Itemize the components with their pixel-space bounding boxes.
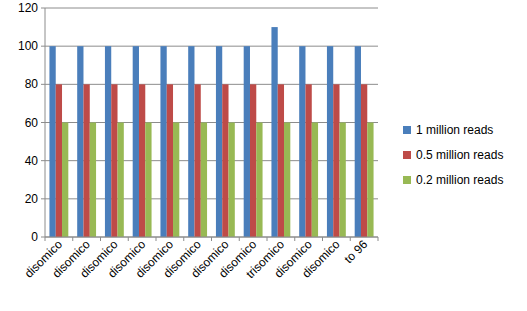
y-tick xyxy=(41,237,45,238)
bar xyxy=(139,84,145,237)
bar xyxy=(77,46,83,237)
bar xyxy=(160,46,166,237)
y-tick-label: 40 xyxy=(25,154,39,168)
bar xyxy=(90,123,96,238)
y-tick xyxy=(41,122,45,123)
bar xyxy=(133,46,139,237)
bar xyxy=(361,84,367,237)
x-tick xyxy=(267,237,268,241)
y-tick-label: 20 xyxy=(25,192,39,206)
bar xyxy=(201,123,207,238)
chart-svg: 020406080100120disomicodisomicodisomicod… xyxy=(0,0,527,311)
y-tick-label: 100 xyxy=(18,39,38,53)
x-tick xyxy=(239,237,240,241)
x-tick xyxy=(322,237,323,241)
bar xyxy=(312,123,318,238)
x-tick xyxy=(45,237,46,241)
x-tick-label: to 96 xyxy=(341,237,370,266)
legend-label: 0.2 million reads xyxy=(416,173,503,187)
bar xyxy=(173,123,179,238)
y-tick xyxy=(41,198,45,199)
x-tick xyxy=(211,237,212,241)
bar xyxy=(222,84,228,237)
bar xyxy=(111,84,117,237)
y-tick-label: 120 xyxy=(18,1,38,15)
chart-root: 020406080100120disomicodisomicodisomicod… xyxy=(0,0,527,311)
grid-line xyxy=(45,8,378,9)
x-tick xyxy=(100,237,101,241)
bar xyxy=(145,123,151,238)
x-tick xyxy=(72,237,73,241)
bar xyxy=(250,84,256,237)
bar xyxy=(299,46,305,237)
bar xyxy=(62,123,68,238)
y-axis xyxy=(45,8,46,237)
bar xyxy=(229,123,235,238)
y-tick xyxy=(41,160,45,161)
bar xyxy=(194,84,200,237)
bar xyxy=(188,46,194,237)
x-tick xyxy=(294,237,295,241)
bar xyxy=(244,46,250,237)
y-tick xyxy=(41,8,45,9)
y-tick-label: 0 xyxy=(31,230,38,244)
bar xyxy=(49,46,55,237)
bar xyxy=(340,123,346,238)
bar xyxy=(271,27,277,237)
y-tick-label: 60 xyxy=(25,116,39,130)
bar xyxy=(256,123,262,238)
bar xyxy=(278,84,284,237)
legend: 1 million reads 0.5 million reads 0.2 mill… xyxy=(403,123,503,187)
bar xyxy=(216,46,222,237)
bar xyxy=(83,84,89,237)
x-tick xyxy=(378,237,379,241)
legend-label: 1 million reads xyxy=(416,123,493,137)
bar xyxy=(284,123,290,238)
bar xyxy=(327,46,333,237)
legend-swatch xyxy=(403,176,411,184)
y-tick xyxy=(41,84,45,85)
x-tick xyxy=(183,237,184,241)
x-tick xyxy=(350,237,351,241)
bar xyxy=(118,123,124,238)
bar xyxy=(355,46,361,237)
x-tick-label: disomico xyxy=(299,237,343,281)
bar xyxy=(305,84,311,237)
bar xyxy=(167,84,173,237)
y-tick-label: 80 xyxy=(25,77,39,91)
legend-label: 0.5 million reads xyxy=(416,148,503,162)
background xyxy=(0,0,527,311)
bar xyxy=(333,84,339,237)
y-tick xyxy=(41,46,45,47)
x-tick xyxy=(156,237,157,241)
bars xyxy=(49,27,373,237)
x-tick xyxy=(128,237,129,241)
bar xyxy=(56,84,62,237)
bar xyxy=(367,123,373,238)
legend-swatch xyxy=(403,126,411,134)
legend-swatch xyxy=(403,151,411,159)
bar xyxy=(105,46,111,237)
